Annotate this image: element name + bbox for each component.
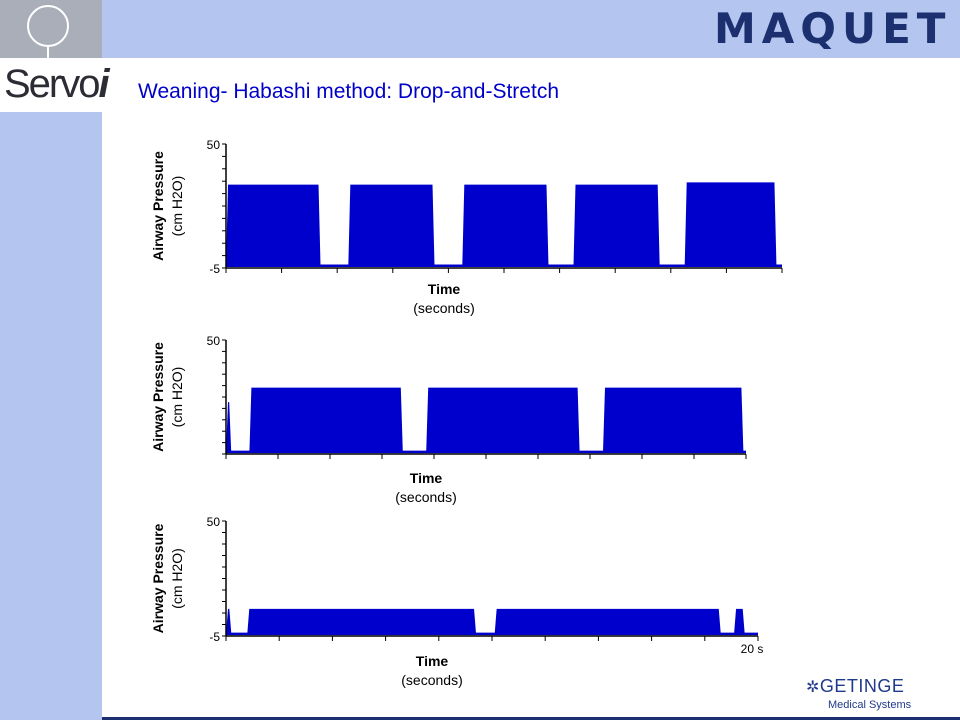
logo-box [0,0,102,58]
pressure-trace-3-2 [247,608,477,634]
y-tick-label-2-top: 50 [207,334,221,348]
y-axis-title-2: Airway Pressure [150,342,166,452]
x-axis-unit-2: (seconds) [395,489,456,505]
pressure-trace-2-1 [226,402,232,452]
servo-emblem-icon [27,5,69,58]
x-axis-title-2: Time [410,470,443,486]
pressure-trace-2-2 [249,387,403,452]
footer-logo: ✲GETINGE Medical Systems [806,676,911,712]
x-axis-unit-3: (seconds) [401,672,462,688]
pressure-trace-1-1 [226,184,321,266]
brand-logo: MAQUET [714,4,952,53]
product-logo-box [0,58,102,112]
x-axis-title-3: Time [416,653,449,669]
y-axis-title-1: Airway Pressure [150,151,166,261]
bottom-rule [102,717,960,720]
pressure-trace-1-4 [573,184,660,266]
product-name: Servo [4,62,100,106]
y-axis-unit-3: (cm H2O) [169,548,185,609]
y-axis-unit-1: (cm H2O) [169,176,185,237]
y-tick-label-1-top: 50 [207,138,221,152]
slide-title: Weaning- Habashi method: Drop-and-Stretc… [138,80,559,103]
x-axis-title-1: Time [428,281,461,297]
y-axis-unit-2: (cm H2O) [169,367,185,428]
product-logo: Servoi [4,62,110,106]
header-band [0,0,960,58]
footer-brand: GETINGE [819,676,905,696]
getinge-star-icon: ✲ [806,679,820,696]
y-tick-label-3-top: 50 [207,515,221,529]
pressure-trace-1-2 [348,184,435,266]
pressure-trace-1-5 [684,182,777,266]
y-tick-label-1-bottom: -5 [209,262,220,276]
x-tick-label-3-0: 20 s [741,642,764,656]
y-axis-title-3: Airway Pressure [150,523,166,633]
pressure-trace-2-4 [603,387,744,452]
pressure-trace-2-3 [426,387,580,452]
pressure-trace-1-3 [462,184,549,266]
pressure-trace-3-4 [734,608,745,634]
pressure-trace-3-1 [226,608,232,634]
pressure-trace-3-3 [494,608,721,634]
sidebar-band [0,0,102,720]
x-axis-unit-1: (seconds) [413,300,474,316]
footer-sub: Medical Systems [828,699,912,711]
product-suffix: i [98,62,110,106]
y-tick-label-3-bottom: -5 [209,630,220,644]
